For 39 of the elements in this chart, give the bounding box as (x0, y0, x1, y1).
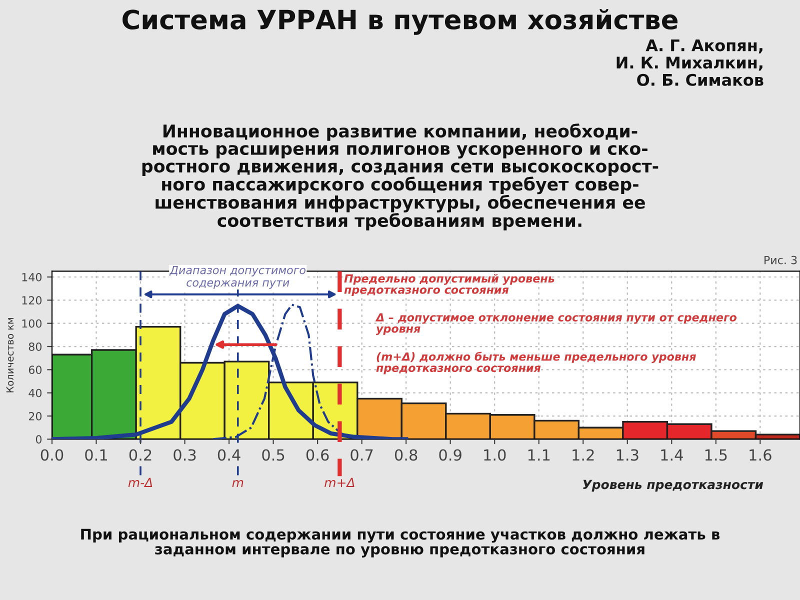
x-tick-label: 0.7 (350, 449, 373, 461)
x-tick-label: 1.2 (572, 449, 594, 461)
text: При рациональном содержании пути состояние участков должно лежать в заданном интервале по уровню предотказного состояния (81, 528, 720, 558)
y-axis-title: Количество км (6, 318, 14, 392)
x-tick-label: 1.6 (750, 449, 772, 461)
text: Инновационное развитие компании, необходи- мость расширения полигонов ускоренного и ско- ростного движения, создания сети высокоскорост- ного пассажирского сообщения требует совер- шенствования инфраструктуры, обеспечения ее соответствия требованиям времени. (142, 124, 658, 230)
x-tick-label: 0.9 (439, 449, 462, 461)
chart-title: Система УРРАН в путевом хозяйстве (122, 9, 678, 35)
x-tick-label: 0.2 (129, 449, 152, 461)
x-tick-label: 0.0 (40, 449, 64, 461)
x-tick-label: 1.4 (661, 449, 683, 461)
y-tick-label: 120 (22, 296, 42, 305)
x-tick-label: 0.1 (85, 449, 107, 461)
x-tick-label: 0.4 (218, 449, 240, 461)
y-tick-label: 140 (22, 272, 42, 282)
x-tick-label: 0.8 (394, 449, 418, 461)
y-tick-label: 20 (28, 412, 42, 420)
x-tick-label: 0.3 (174, 449, 196, 461)
y-tick-label: 100 (22, 319, 42, 328)
x-tick-label: 1.0 (484, 449, 506, 461)
x-tick-label: 1.5 (705, 449, 727, 461)
y-tick-label: 60 (28, 366, 42, 374)
ref-line-label: m-Δ (128, 478, 152, 488)
x-tick-label: 0.6 (306, 449, 329, 461)
x-tick-label: 1.1 (528, 449, 550, 461)
x-tick-label: 1.3 (616, 449, 638, 461)
annotation: (m+Δ) должно быть меньше предельного уровня предотказного состояния (376, 352, 696, 374)
x-axis-title: Уровень предотказности (583, 480, 764, 492)
chart-subtitle: А. Г. Акопян, И. К. Михалкин, О. Б. Симаков (616, 39, 764, 86)
ref-line-label: m+Δ (324, 478, 354, 488)
annotation: Предельно допустимый уровень предотказного состояния (344, 274, 554, 296)
y-tick-label: 40 (28, 388, 42, 398)
annotation: Δ – допустимое отклонение состояния пути от среднего уровня (375, 313, 737, 336)
y-tick-label: 80 (28, 342, 42, 351)
ref-line-label: m (232, 480, 244, 488)
annotation: Диапазон допустимого содержания пути (169, 266, 306, 289)
text: Рис. 3 (764, 256, 797, 264)
x-tick-label: 0.5 (262, 449, 284, 461)
y-tick-label: 0 (36, 435, 42, 444)
